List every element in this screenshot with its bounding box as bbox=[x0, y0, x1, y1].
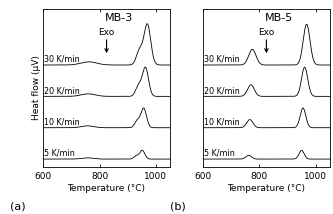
Text: 5 K/min: 5 K/min bbox=[44, 149, 75, 158]
Text: 30 K/min: 30 K/min bbox=[204, 55, 239, 64]
Text: 20 K/min: 20 K/min bbox=[204, 86, 239, 95]
Text: (a): (a) bbox=[10, 202, 26, 212]
Text: MB-3: MB-3 bbox=[105, 13, 133, 23]
Text: 10 K/min: 10 K/min bbox=[204, 117, 239, 126]
Y-axis label: Heat flow (μV): Heat flow (μV) bbox=[32, 55, 41, 120]
X-axis label: Temperature (°C): Temperature (°C) bbox=[227, 184, 305, 193]
Text: Exo: Exo bbox=[99, 28, 115, 37]
X-axis label: Temperature (°C): Temperature (°C) bbox=[68, 184, 146, 193]
Text: (b): (b) bbox=[170, 202, 185, 212]
Text: 30 K/min: 30 K/min bbox=[44, 55, 80, 64]
Text: 5 K/min: 5 K/min bbox=[204, 149, 234, 158]
Text: MB-5: MB-5 bbox=[265, 13, 293, 23]
Text: Exo: Exo bbox=[258, 28, 274, 37]
Text: 20 K/min: 20 K/min bbox=[44, 86, 80, 95]
Text: 10 K/min: 10 K/min bbox=[44, 117, 80, 126]
